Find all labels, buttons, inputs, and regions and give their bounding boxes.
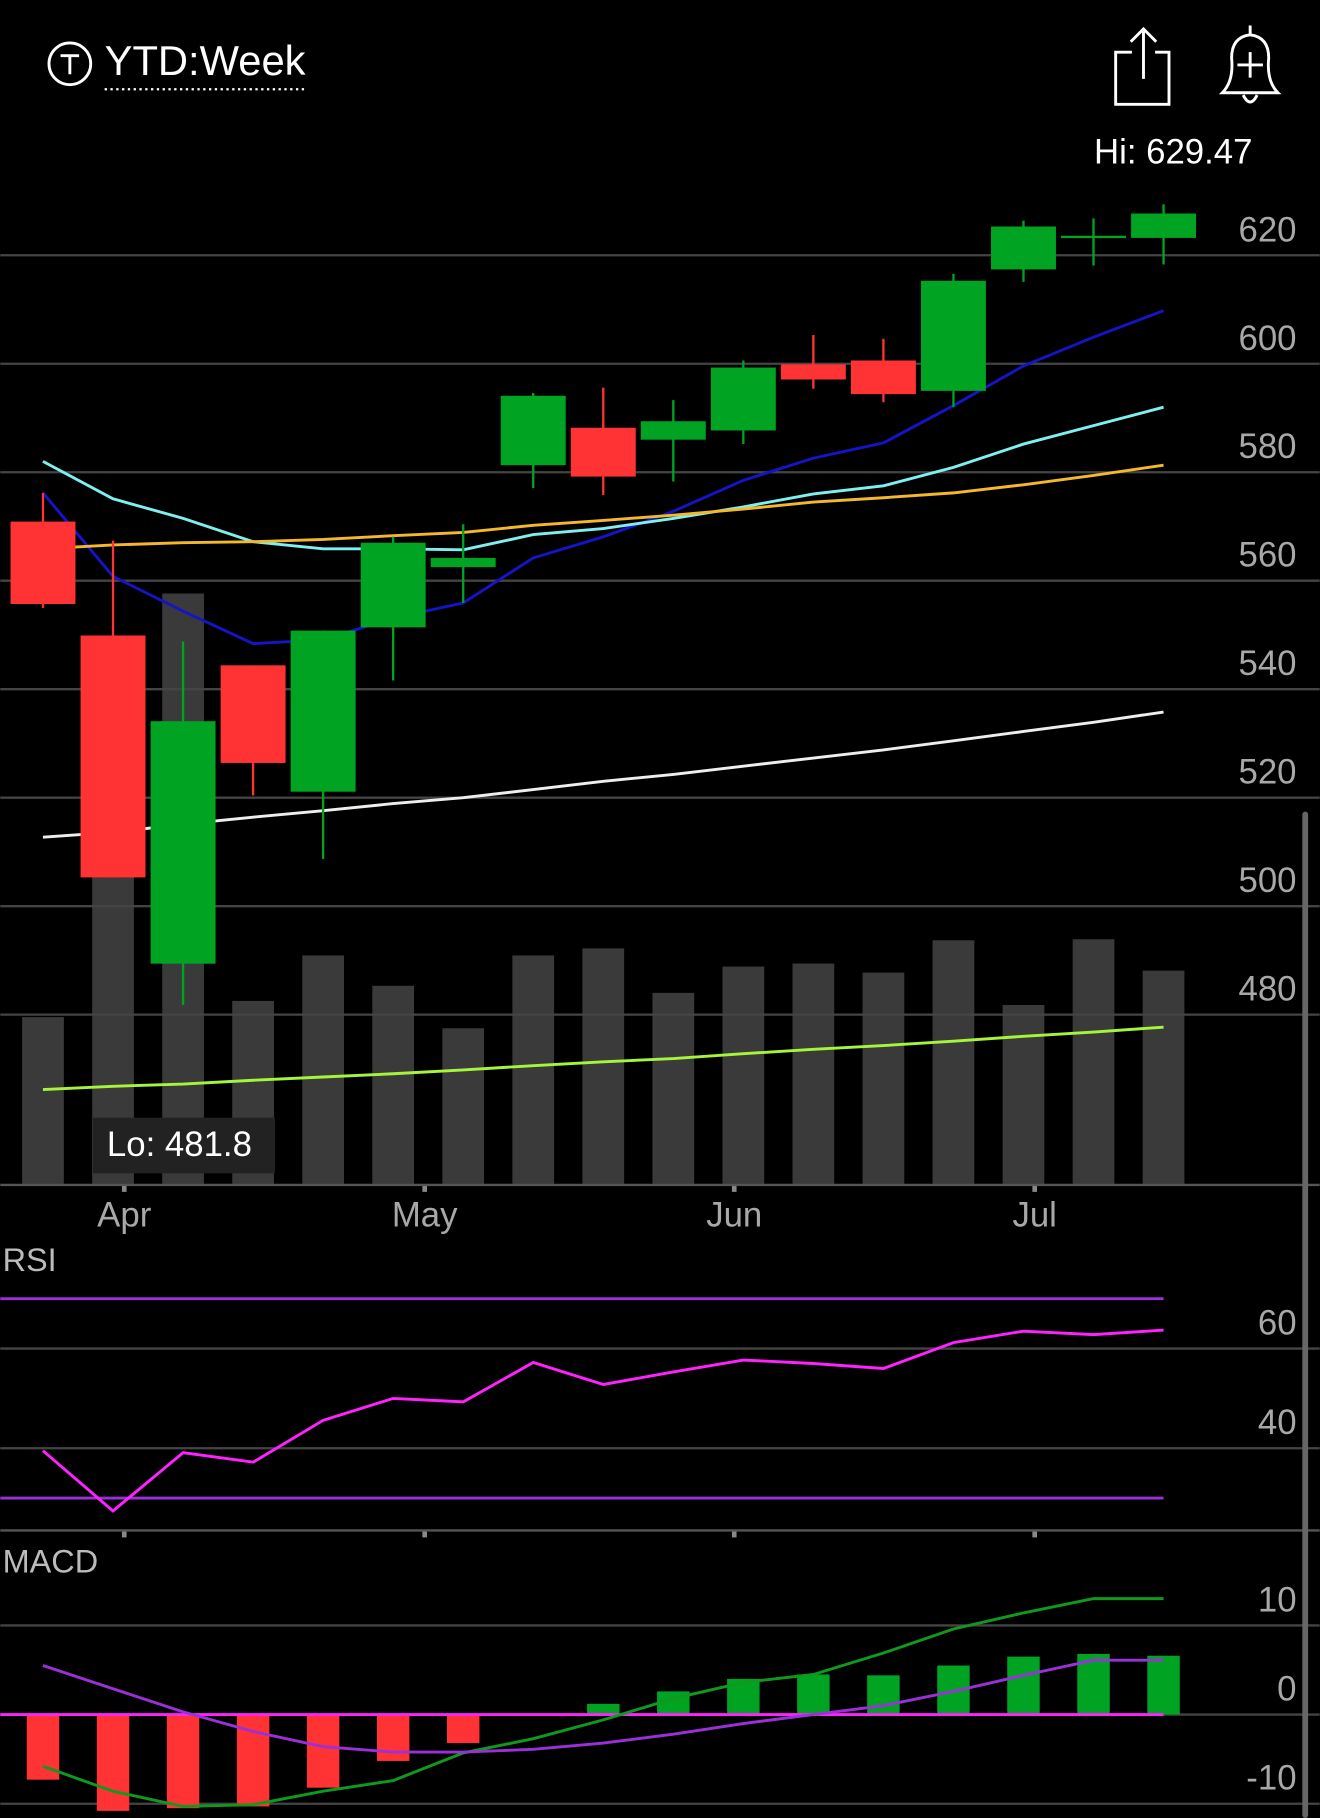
- candle-body: [150, 721, 216, 964]
- histogram-bar: [166, 1714, 200, 1809]
- indicator-line: [42, 1025, 1164, 1091]
- indicator-line: [42, 1328, 1164, 1513]
- volume-bar: [652, 992, 695, 1185]
- volume-bar: [1072, 939, 1115, 1185]
- volume-bar: [862, 972, 905, 1185]
- y-tick-label: 560: [1239, 537, 1297, 575]
- timeframe-icon-t: [60, 54, 80, 75]
- histogram-bar: [306, 1714, 340, 1788]
- x-tick-label: Jul: [1012, 1197, 1056, 1235]
- bell: [1218, 33, 1282, 95]
- indicator-line: [42, 1658, 1164, 1754]
- candle-body: [710, 367, 776, 431]
- low-label-box: [93, 1117, 276, 1174]
- histogram-bar: [797, 1674, 830, 1715]
- x-tick-label: May: [392, 1197, 458, 1235]
- share-arrow: [1129, 26, 1158, 79]
- candle-body: [500, 395, 566, 466]
- candle-body: [80, 635, 146, 878]
- timeframe-icon: [47, 41, 93, 87]
- candle-body: [850, 360, 916, 395]
- candle-body: [1131, 213, 1197, 238]
- volume-bar: [512, 955, 555, 1185]
- candle-body: [430, 557, 496, 568]
- indicator-line: [42, 1597, 1164, 1808]
- volume-bar: [1142, 970, 1185, 1185]
- volume-bar: [792, 963, 835, 1185]
- y-tick-label: 600: [1239, 320, 1297, 358]
- candle-body: [640, 421, 706, 440]
- volume-bar: [302, 955, 345, 1185]
- y-tick-label: -10: [1246, 1760, 1296, 1798]
- indicator-line: [41, 309, 1165, 646]
- volume-bar: [582, 948, 625, 1185]
- candle-body: [220, 665, 286, 763]
- histogram-bar: [1007, 1656, 1040, 1715]
- indicator-line: [42, 405, 1164, 552]
- pane-title: MACD: [3, 1544, 99, 1580]
- candle-body: [991, 226, 1056, 270]
- candle-body: [290, 630, 356, 792]
- bell-plus: [1237, 25, 1263, 104]
- candle-body: [360, 542, 426, 628]
- volume-bar: [442, 1028, 485, 1185]
- y-tick-label: 10: [1258, 1581, 1297, 1619]
- histogram-bar: [587, 1703, 620, 1715]
- histogram-bar: [867, 1675, 900, 1715]
- candle-body: [10, 521, 76, 605]
- volume-bar: [722, 966, 765, 1185]
- volume-bar: [1002, 1004, 1045, 1185]
- indicator-line: [42, 710, 1164, 839]
- candle-body: [920, 280, 986, 391]
- y-tick-label: 40: [1258, 1404, 1297, 1442]
- histogram-bar: [446, 1714, 480, 1744]
- candle-body: [780, 364, 846, 380]
- histogram-bar: [1147, 1655, 1180, 1715]
- alert-button[interactable]: [1218, 25, 1282, 104]
- volume-bar: [372, 985, 415, 1185]
- share-button[interactable]: [1114, 26, 1171, 106]
- x-tick-label: Apr: [97, 1197, 151, 1235]
- y-tick-label: 500: [1239, 862, 1297, 900]
- share-box: [1114, 50, 1171, 106]
- pane-title: RSI: [3, 1242, 57, 1278]
- high-label: Hi: 629.47: [1094, 133, 1252, 171]
- y-tick-label: 540: [1239, 645, 1297, 683]
- y-tick-label: 580: [1239, 428, 1297, 466]
- y-tick-label: 620: [1239, 211, 1297, 249]
- volume-bar: [22, 1017, 64, 1185]
- candle-body: [1061, 235, 1126, 239]
- histogram-bar: [1077, 1653, 1110, 1715]
- y-tick-label: 0: [1277, 1671, 1296, 1709]
- timeframe-title: YTD:Week: [105, 37, 306, 84]
- y-tick-label: 60: [1258, 1305, 1297, 1343]
- histogram-bar: [96, 1714, 130, 1811]
- low-label: Lo: 481.8: [107, 1126, 252, 1164]
- candle-body: [570, 427, 636, 477]
- x-tick-label: Jun: [706, 1197, 762, 1235]
- indicator-line: [42, 463, 1164, 551]
- y-tick-label: 520: [1239, 754, 1297, 792]
- scrollbar[interactable]: [1302, 811, 1309, 1818]
- histogram-bar: [376, 1714, 410, 1761]
- y-tick-label: 480: [1239, 971, 1297, 1009]
- volume-bar: [932, 940, 975, 1185]
